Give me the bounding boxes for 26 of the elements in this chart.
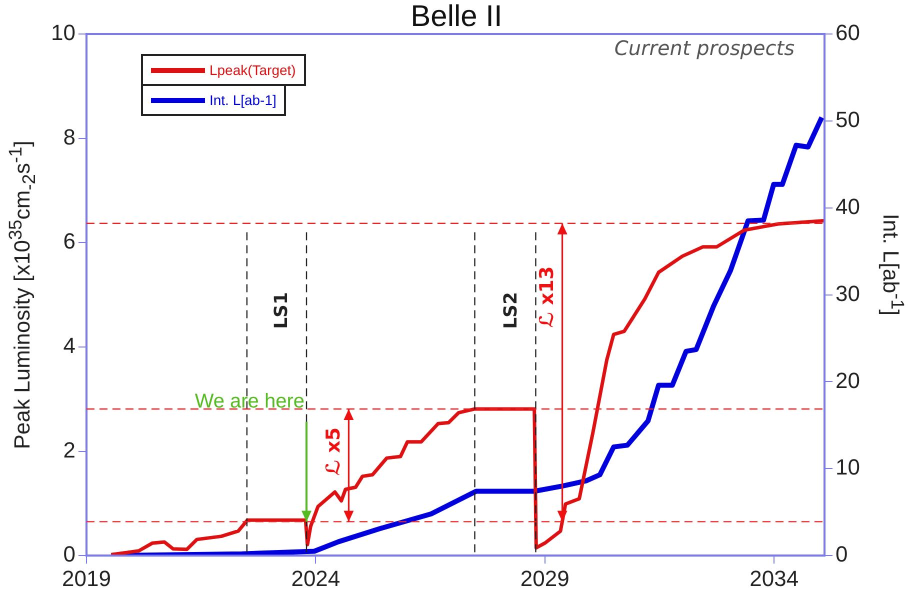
x-tick-label: 2034	[750, 566, 799, 591]
y-tick-label: 2	[63, 437, 76, 462]
legend-label: Int. L[ab-1]	[209, 92, 276, 108]
annotation: ℒ x13	[536, 266, 558, 328]
y2-tick-label: 30	[836, 280, 860, 306]
x-tick-label: 2024	[291, 566, 340, 591]
y-tick-label: 8	[63, 124, 76, 150]
y2-tick-label: 0	[836, 542, 848, 567]
y2-tick-label: 20	[836, 368, 860, 393]
annotation: We are here	[194, 390, 305, 413]
y-tick-label: 0	[63, 542, 76, 567]
annotation: Current prospects	[614, 36, 795, 60]
x-tick-label: 2029	[520, 566, 570, 591]
y2-tick-label: 60	[836, 20, 860, 46]
y-tick-label: 4	[63, 333, 76, 358]
chart-title: Belle II	[410, 0, 502, 33]
annotation: ℒ x5	[322, 427, 345, 476]
ref-line-label: LS2	[500, 292, 522, 329]
ref-line-label: LS1	[271, 292, 292, 329]
y2-tick-label: 50	[836, 106, 860, 132]
y2-tick-label: 10	[836, 454, 860, 480]
y2-tick-label: 40	[836, 194, 860, 219]
y-tick-label: 10	[50, 20, 76, 46]
x-tick-label: 2019	[62, 566, 111, 591]
y-tick-label: 6	[63, 228, 76, 254]
legend-label: Lpeak(Target)	[209, 62, 296, 78]
